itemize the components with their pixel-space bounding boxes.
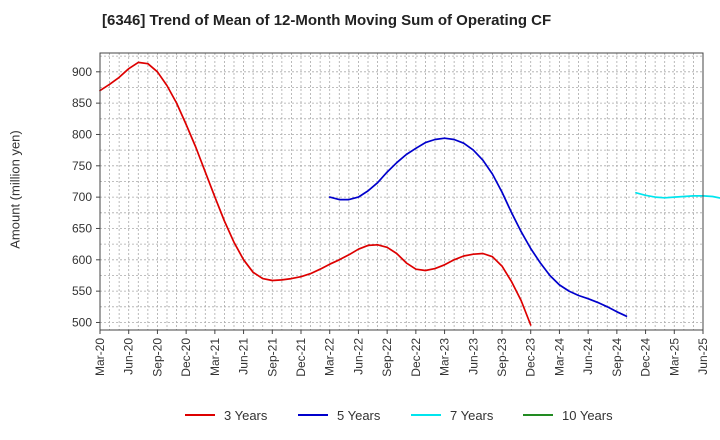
series-lines	[99, 61, 720, 326]
x-tick-label: Mar-23	[438, 338, 452, 376]
x-tick-label: Mar-22	[323, 338, 337, 376]
legend-label-7-years: 7 Years	[450, 408, 494, 423]
y-tick-label: 850	[72, 96, 92, 110]
x-tick-label: Sep-20	[150, 338, 164, 377]
x-tick-label: Dec-21	[294, 338, 308, 377]
x-tick-label: Jun-25	[696, 338, 710, 375]
legend-label-10-years: 10 Years	[562, 408, 613, 423]
legend-label-3-years: 3 Years	[224, 408, 268, 423]
series-line-5-years	[328, 137, 628, 318]
series-line-7-years	[635, 191, 720, 199]
x-tick-label: Sep-23	[495, 338, 509, 377]
x-tick-label: Jun-21	[237, 338, 251, 375]
grid-lines	[100, 53, 703, 330]
x-tick-label: Jun-24	[581, 338, 595, 375]
y-tick-label: 900	[72, 65, 92, 79]
y-tick-label: 550	[72, 284, 92, 298]
y-tick-label: 500	[72, 315, 92, 329]
legend: 3 Years 5 Years 7 Years 10 Years	[185, 408, 613, 423]
y-tick-label: 750	[72, 159, 92, 173]
y-tick-label: 650	[72, 221, 92, 235]
y-tick-label: 700	[72, 190, 92, 204]
x-tick-label: Dec-20	[179, 338, 193, 377]
x-tick-label: Mar-24	[552, 338, 566, 376]
x-tick-label: Dec-24	[639, 338, 653, 377]
x-tick-label: Sep-22	[380, 338, 394, 377]
y-tick-label: 800	[72, 127, 92, 141]
x-tick-label: Jun-22	[351, 338, 365, 375]
x-tick-label: Sep-24	[610, 338, 624, 377]
series-line-3-years	[99, 61, 532, 326]
plot-background	[100, 53, 703, 330]
y-axis-ticks: 500 550 600 650 700 750 800 850 900	[72, 65, 100, 329]
x-tick-label: Mar-20	[93, 338, 107, 376]
x-tick-label: Jun-23	[466, 338, 480, 375]
x-axis-ticks: Mar-20 Jun-20 Sep-20 Dec-20 Mar-21 Jun-21 Sep-…	[93, 330, 710, 377]
x-tick-label: Dec-22	[409, 338, 423, 377]
chart-title: [6346] Trend of Mean of 12-Month Moving …	[102, 12, 552, 29]
y-tick-label: 600	[72, 253, 92, 267]
plot-frame	[99, 52, 704, 331]
x-tick-label: Sep-21	[265, 338, 279, 377]
x-tick-label: Mar-21	[208, 338, 222, 376]
x-tick-label: Jun-20	[122, 338, 136, 375]
legend-label-5-years: 5 Years	[337, 408, 381, 423]
x-tick-label: Dec-23	[524, 338, 538, 377]
x-tick-label: Mar-25	[667, 338, 681, 376]
